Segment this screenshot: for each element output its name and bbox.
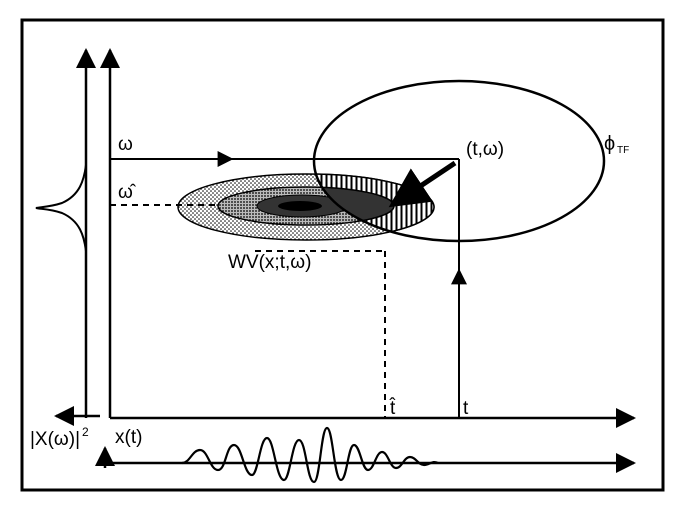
wigner-ville-distribution	[177, 173, 435, 241]
spectrum-curve	[35, 164, 87, 252]
signal-waveform	[181, 426, 439, 484]
phi-label: ϕ	[604, 133, 615, 155]
signal-label: x(t)	[115, 427, 142, 448]
wv-peak	[278, 201, 322, 211]
phi-subscript-label: TF	[617, 145, 629, 156]
t-hat-label: t̂	[388, 397, 396, 419]
spectrum-exponent-label: 2	[82, 425, 89, 439]
omega-label: ω	[118, 134, 133, 155]
figure-frame	[20, 18, 665, 492]
wv-label: WV(x;t,ω)	[228, 252, 311, 273]
spectrum-label: |X(ω)|	[30, 429, 80, 450]
t-label: t	[463, 398, 469, 419]
omega-hat-label: ω̂	[118, 182, 137, 203]
convolution-arrow	[388, 160, 457, 208]
point-label: (t,ω)	[466, 139, 504, 160]
